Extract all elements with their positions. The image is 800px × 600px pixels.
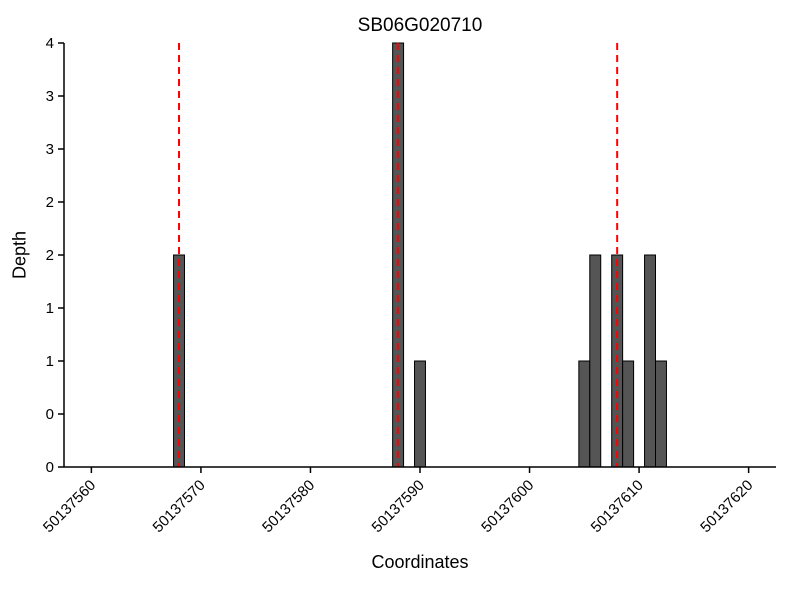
depth-bar — [655, 360, 667, 468]
x-axis-label: Coordinates — [371, 552, 469, 572]
x-tick-label: 50137620 — [697, 477, 756, 536]
y-tick-label: 2 — [46, 194, 54, 211]
y-tick-label: 1 — [46, 300, 54, 317]
x-tick-label: 50137570 — [150, 477, 209, 536]
y-tick-label: 3 — [46, 141, 54, 158]
y-tick-label: 4 — [46, 35, 54, 52]
y-tick-label: 1 — [46, 353, 54, 370]
depth-bar — [414, 360, 426, 468]
x-tick-label: 50137610 — [588, 477, 647, 536]
depth-bar — [622, 360, 635, 468]
x-tick-label: 50137580 — [259, 477, 318, 536]
y-tick-label: 0 — [46, 406, 54, 423]
y-tick-label: 0 — [46, 459, 54, 476]
y-tick-label: 2 — [46, 247, 54, 264]
depth-bar — [589, 254, 602, 468]
chart-title: SB06G020710 — [357, 15, 483, 36]
y-axis-label: Depth — [9, 230, 30, 280]
depth-bar — [644, 254, 656, 468]
x-tick-label: 50137600 — [478, 477, 537, 536]
depth-bar — [578, 360, 591, 468]
x-tick-label: 50137590 — [369, 477, 428, 536]
y-tick-label: 3 — [46, 88, 54, 105]
x-tick-label: 50137560 — [40, 477, 99, 536]
